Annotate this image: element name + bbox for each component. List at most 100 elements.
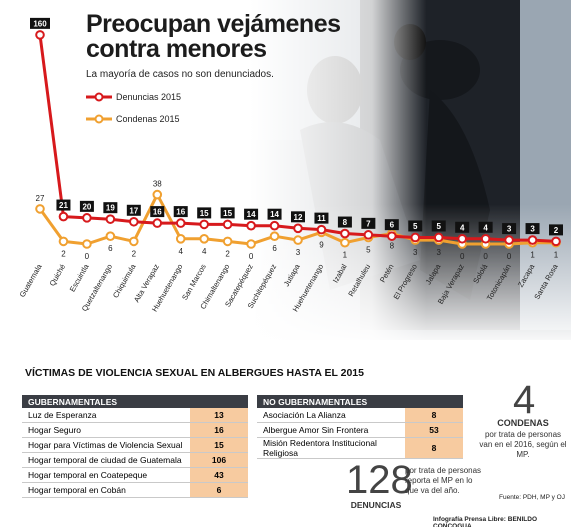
denuncias-label-box	[455, 221, 470, 233]
denuncias-data-label: 7	[366, 219, 371, 228]
row-value: 106	[190, 452, 248, 468]
row-name: Hogar para Víctimas de Violencia Sexual	[22, 437, 190, 453]
denuncias-point	[58, 211, 69, 222]
denuncias-label-box	[478, 221, 493, 233]
condenas-point	[246, 239, 256, 249]
condenas-data-label: 38	[153, 180, 162, 189]
x-tick-label: Escuintla	[68, 262, 91, 294]
title-line-1: Preocupan vejámenes	[86, 10, 341, 38]
denuncias-data-label: 12	[294, 213, 303, 222]
denuncias-point	[199, 219, 209, 230]
denuncias-label-box	[384, 219, 399, 231]
table-header-row: NO GUBERNAMENTALES	[257, 395, 463, 408]
denuncias-data-label: 14	[270, 210, 279, 219]
x-tick-label: Zacapa	[516, 262, 537, 289]
denuncias-data-label: 14	[247, 210, 256, 219]
denuncias-data-label: 160	[33, 19, 47, 28]
page-title: Preocupan vejámenes contra menores	[86, 12, 341, 62]
source-note: Fuente: PDH, MP y OJ	[499, 494, 565, 501]
condenas-point	[269, 231, 280, 241]
denuncias-label-box	[337, 216, 352, 228]
row-name: Hogar temporal en Coatepeque	[22, 467, 190, 483]
x-tick-label: Petén	[378, 263, 396, 284]
table-header-label: GUBERNAMENTALES	[22, 395, 190, 408]
denuncias-point	[269, 220, 280, 231]
table-row: Luz de Esperanza 13	[22, 408, 248, 423]
x-tick-label: Quiché	[48, 263, 68, 288]
condenas-label: CONDENAS	[497, 418, 549, 428]
condenas-point	[199, 234, 209, 244]
condenas-data-label: 5	[366, 246, 371, 255]
x-tick-label: Chiquimula	[111, 262, 138, 300]
denuncias-data-label: 2	[554, 226, 559, 235]
table-header-row: GUBERNAMENTALES	[22, 395, 248, 408]
denuncias-label-box	[103, 202, 118, 214]
table-header-label: NO GUBERNAMENTALES	[257, 395, 405, 408]
x-tick-label: Retalhuleu	[346, 263, 372, 299]
condenas-point	[152, 189, 163, 200]
denuncias-point	[152, 218, 163, 228]
legend-condenas-swatch	[86, 114, 112, 124]
condenas-data-label: 0	[85, 252, 90, 261]
legend-denuncias-swatch	[86, 92, 112, 102]
condenas-data-label: 0	[249, 252, 254, 261]
table-row: Asociación La Alianza 8	[257, 408, 463, 423]
denuncias-text: por trata de personas reporta el MP en l…	[405, 466, 482, 495]
denuncias-point	[387, 231, 397, 241]
condenas-text: por trata de personas van en el 2016, se…	[479, 430, 567, 459]
denuncias-data-label: 21	[59, 201, 68, 210]
condenas-data-label: 9	[319, 240, 324, 249]
denuncias-point	[222, 219, 233, 230]
denuncias-label-box	[291, 211, 305, 223]
table-row: Hogar para Víctimas de Violencia Sexual 1…	[22, 437, 248, 453]
condenas-data-label: 2	[132, 249, 137, 258]
legend-condenas-label: Condenas 2015	[116, 114, 180, 124]
condenas-data-label: 4	[202, 247, 207, 256]
condenas-data-label: 27	[36, 194, 45, 203]
denuncias-point	[457, 233, 467, 244]
denuncias-label-box	[267, 208, 282, 220]
denuncias-point	[316, 224, 327, 235]
title-line-2: contra menores	[86, 35, 267, 63]
row-value: 8	[405, 408, 463, 423]
condenas-point	[58, 236, 69, 247]
denuncias-label-box	[220, 207, 235, 219]
legend-condenas: Condenas 2015	[86, 111, 180, 127]
condenas-data-label: 3	[296, 248, 301, 257]
row-name: Albergue Amor Sin Frontera	[257, 422, 405, 438]
denuncias-point	[527, 235, 538, 245]
denuncias-point	[35, 30, 45, 40]
x-tick-label: Jalapa	[424, 262, 443, 286]
denuncias-data-label: 5	[437, 222, 442, 231]
condenas-data-label: 2	[225, 249, 230, 258]
legend-denuncias-label: Denuncias 2015	[116, 92, 182, 102]
x-tick-label: Santa Rosa	[532, 262, 560, 301]
x-tick-label: El Progreso	[392, 263, 419, 301]
table-row: Hogar temporal en Cobán 6	[22, 482, 248, 498]
condenas-data-label: 0	[460, 252, 465, 261]
denuncias-label-box	[56, 199, 71, 211]
background-photo	[0, 0, 571, 340]
denuncias-label-box	[431, 220, 446, 232]
credit-note: Infografía Prensa Libre: BENILDO CONCOGU…	[433, 516, 538, 527]
condenas-data-label: 3	[413, 248, 418, 257]
condenas-point	[293, 235, 303, 245]
table-row: Hogar Seguro 16	[22, 422, 248, 438]
denuncias-label-box	[244, 208, 259, 220]
denuncias-line	[38, 34, 557, 243]
table-row: Hogar temporal en Coatepeque 43	[22, 467, 248, 483]
denuncias-data-label: 16	[153, 208, 162, 217]
table-no-gubernamentales: NO GUBERNAMENTALES Asociación La Alianza…	[257, 395, 463, 459]
denuncias-point	[433, 232, 444, 243]
denuncias-point	[293, 223, 303, 234]
denuncias-point	[129, 216, 139, 227]
denuncias-point	[410, 232, 421, 243]
denuncias-label-box	[79, 200, 94, 212]
x-tick-label: Guatemala	[18, 262, 45, 299]
denuncias-data-label: 19	[106, 204, 115, 213]
row-value: 53	[405, 422, 463, 438]
denuncias-point	[340, 228, 350, 239]
condenas-count: 4	[513, 378, 536, 422]
table-row: Hogar temporal de ciudad de Guatemala 106	[22, 452, 248, 468]
